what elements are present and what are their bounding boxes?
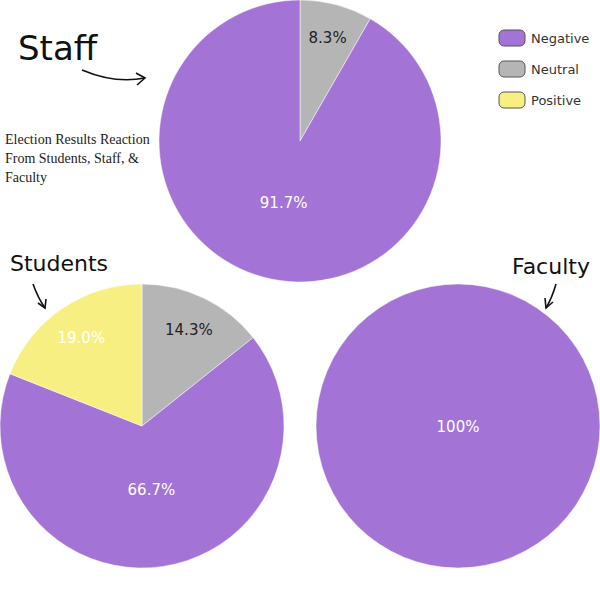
- data-label: 66.7%: [128, 481, 176, 499]
- data-label: 100%: [437, 418, 480, 436]
- pie-slice: [316, 284, 600, 568]
- pie-slice: [159, 0, 441, 282]
- stage: Election Results Reaction From Students,…: [0, 0, 600, 600]
- data-label: 8.3%: [309, 29, 347, 47]
- legend-label: Neutral: [531, 62, 579, 77]
- arrow-head: [38, 299, 46, 308]
- arrow-head: [545, 298, 553, 308]
- arrow-head: [136, 73, 145, 85]
- legend-label: Negative: [531, 31, 589, 46]
- main-title: Election Results Reaction From Students,…: [5, 130, 155, 187]
- legend: Negative Neutral Positive: [499, 30, 589, 108]
- pie-chart: Staff 8.3% 91.7%: [18, 0, 441, 282]
- pie-slice: [10, 284, 142, 426]
- arrow: [33, 284, 45, 308]
- chart-title: Staff: [18, 28, 99, 68]
- legend-swatch: [499, 30, 525, 46]
- chart-title: Students: [10, 251, 108, 276]
- chart-title: Faculty: [512, 254, 590, 279]
- data-label: 91.7%: [260, 194, 308, 212]
- legend-swatch: [499, 61, 525, 77]
- pie-chart: Faculty 100%: [316, 254, 600, 568]
- arrow: [546, 284, 556, 308]
- chart: Negative Neutral Positive Staff 8.3% 91.7% Stu…: [0, 0, 600, 600]
- data-label: 14.3%: [165, 321, 213, 339]
- arrow: [82, 70, 145, 80]
- pie-chart: Students 14.3% 66.7% 19.0%: [0, 251, 284, 568]
- legend-swatch: [499, 92, 525, 108]
- data-label: 19.0%: [58, 329, 106, 347]
- legend-label: Positive: [531, 93, 581, 108]
